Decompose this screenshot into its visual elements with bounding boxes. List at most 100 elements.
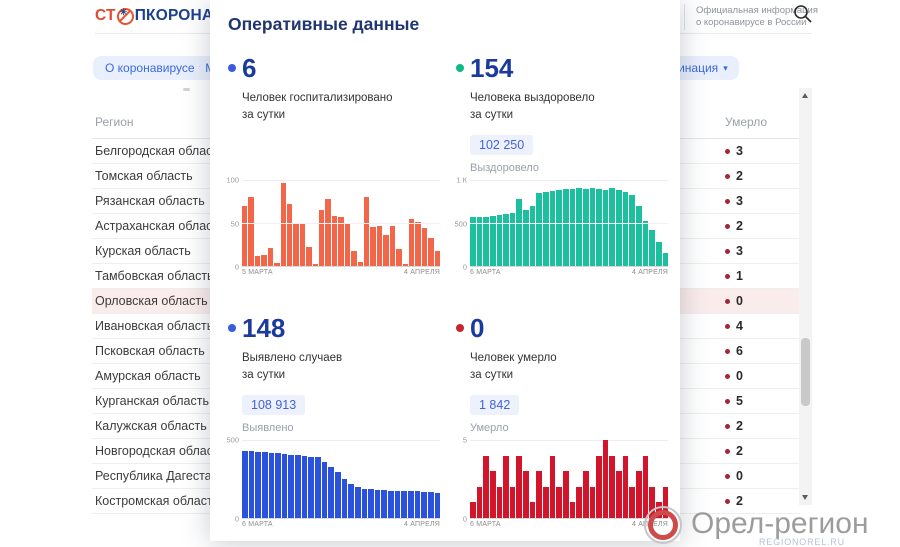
- deaths-dot-icon: [725, 148, 730, 154]
- panel-title: Оперативные данные: [228, 14, 420, 34]
- deaths-dot-icon: [725, 498, 730, 504]
- region-name: Томская область: [95, 169, 193, 183]
- chart-x-start-label: 6 МАРТА: [470, 521, 501, 528]
- chart-y-axis: 500 0: [226, 435, 239, 524]
- region-name: Новгородская область: [95, 444, 226, 458]
- deaths-dot-icon: [725, 298, 730, 304]
- scroll-down-icon[interactable]: [802, 495, 808, 500]
- stat-dot-icon: [456, 64, 464, 72]
- chart-bars: [470, 180, 669, 266]
- stat-label: Человек госпитализировано за сутки: [242, 92, 393, 121]
- chart-x-end-label: 4 АПРЕЛЯ: [403, 269, 440, 276]
- region-name: Псковская область: [95, 344, 205, 358]
- chart-x-start-label: 6 МАРТА: [470, 269, 501, 276]
- region-name: Астраханская область: [95, 219, 225, 233]
- region-name: Рязанская область: [95, 194, 205, 208]
- stat-value: 6: [242, 53, 257, 83]
- deaths-dot-icon: [725, 398, 730, 404]
- deaths-dot-icon: [725, 348, 730, 354]
- chart-hospitalized: 100 50 0 5 МАРТА 4 АПРЕЛЯ: [226, 175, 441, 276]
- region-name: Тамбовская область: [95, 269, 214, 283]
- region-name: Белгородская область: [95, 144, 225, 158]
- deaths-column-header: Умерло: [725, 115, 768, 129]
- chart-plot: [470, 440, 669, 519]
- deaths-dot-icon: [725, 323, 730, 329]
- total-label: Умерло: [470, 422, 509, 434]
- total-label: Выздоровело: [470, 162, 539, 174]
- watermark-logo-icon: [644, 506, 682, 544]
- region-name: Ивановская область: [95, 319, 214, 333]
- scroll-thumb[interactable]: [801, 338, 810, 406]
- chart-y-axis: 100 50 0: [226, 175, 239, 272]
- deaths-cell: 2: [725, 164, 743, 188]
- deaths-cell: 2: [725, 489, 743, 513]
- watermark-subtitle: REGIONOREL.RU: [759, 537, 845, 547]
- virus-icon: [116, 7, 134, 25]
- official-info-line1: Официальная информация: [696, 5, 818, 16]
- deaths-dot-icon: [725, 248, 730, 254]
- chart-y-axis: 1 К 500 0: [454, 175, 467, 272]
- stat-died: 0 Человек умерло за сутки 1 842 Умерло 5…: [456, 310, 669, 528]
- deaths-dot-icon: [725, 448, 730, 454]
- total-badge: 102 250: [470, 135, 534, 155]
- deaths-cell: 5: [725, 389, 743, 413]
- chart-plot: [242, 440, 441, 519]
- deaths-dot-icon: [725, 173, 730, 179]
- chart-x-end-label: 4 АПРЕЛЯ: [403, 521, 440, 528]
- chart-bars: [242, 180, 441, 266]
- chart-identified: 500 0 6 МАРТА 4 АПРЕЛЯ: [226, 435, 441, 528]
- vertical-divider: [684, 4, 685, 30]
- chart-plot: [470, 180, 669, 267]
- stat-value: 154: [470, 53, 514, 83]
- scroll-up-icon[interactable]: [802, 93, 808, 98]
- deaths-cell: 3: [725, 239, 743, 263]
- region-column-header: Регион: [95, 115, 134, 129]
- deaths-dot-icon: [725, 373, 730, 379]
- stat-hospitalized: 6 Человек госпитализировано за сутки 100…: [226, 50, 441, 276]
- stat-value: 148: [242, 313, 286, 343]
- deaths-cell: 0: [725, 364, 743, 388]
- official-info-line2: о коронавирусе в России: [696, 17, 807, 28]
- deaths-cell: 0: [725, 464, 743, 488]
- scroll-dash: [183, 88, 190, 91]
- deaths-dot-icon: [725, 423, 730, 429]
- search-icon[interactable]: [793, 4, 813, 24]
- chart-bars: [470, 440, 669, 518]
- stat-dot-icon: [228, 64, 236, 72]
- deaths-cell: 4: [725, 314, 743, 338]
- stat-identified: 148 Выявлено случаев за сутки 108 913 Вы…: [226, 310, 441, 528]
- stat-value: 0: [470, 313, 485, 343]
- region-name: Курская область: [95, 244, 191, 258]
- stat-label: Человек умерло за сутки: [470, 352, 557, 381]
- deaths-cell: 3: [725, 189, 743, 213]
- deaths-dot-icon: [725, 198, 730, 204]
- total-label: Выявлено: [242, 422, 294, 434]
- region-name: Костромская область: [95, 494, 220, 508]
- total-badge: 108 913: [242, 395, 306, 415]
- chart-bars: [242, 440, 441, 518]
- watermark-title: Орел-регион: [691, 507, 869, 540]
- logo-text-prefix: СТ: [95, 7, 116, 24]
- table-scrollbar[interactable]: [799, 88, 812, 505]
- region-name: Курганская область: [95, 394, 209, 408]
- deaths-dot-icon: [725, 223, 730, 229]
- operational-data-panel: Оперативные данные 6 Человек госпитализи…: [210, 0, 680, 541]
- total-badge: 1 842: [470, 395, 520, 415]
- chart-x-start-label: 6 МАРТА: [242, 521, 273, 528]
- tab-about-coronavirus[interactable]: О коронавирусе: [93, 56, 217, 80]
- region-name: Орловская область: [95, 294, 208, 308]
- deaths-cell: 6: [725, 339, 743, 363]
- deaths-cell: 3: [725, 139, 743, 163]
- deaths-cell: 0: [725, 289, 743, 313]
- deaths-dot-icon: [725, 273, 730, 279]
- official-info: Официальная информация о коронавирусе в …: [696, 5, 818, 29]
- stat-dot-icon: [228, 324, 236, 332]
- chart-plot: [242, 180, 441, 267]
- deaths-cell: 2: [725, 439, 743, 463]
- stat-label: Человека выздоровело за сутки: [470, 92, 595, 121]
- watermark: Орел-регион REGIONOREL.RU: [644, 506, 869, 547]
- stat-dot-icon: [456, 324, 464, 332]
- region-name: Амурская область: [95, 369, 201, 383]
- region-name: Республика Дагестан: [95, 469, 219, 483]
- chart-x-start-label: 5 МАРТА: [242, 269, 273, 276]
